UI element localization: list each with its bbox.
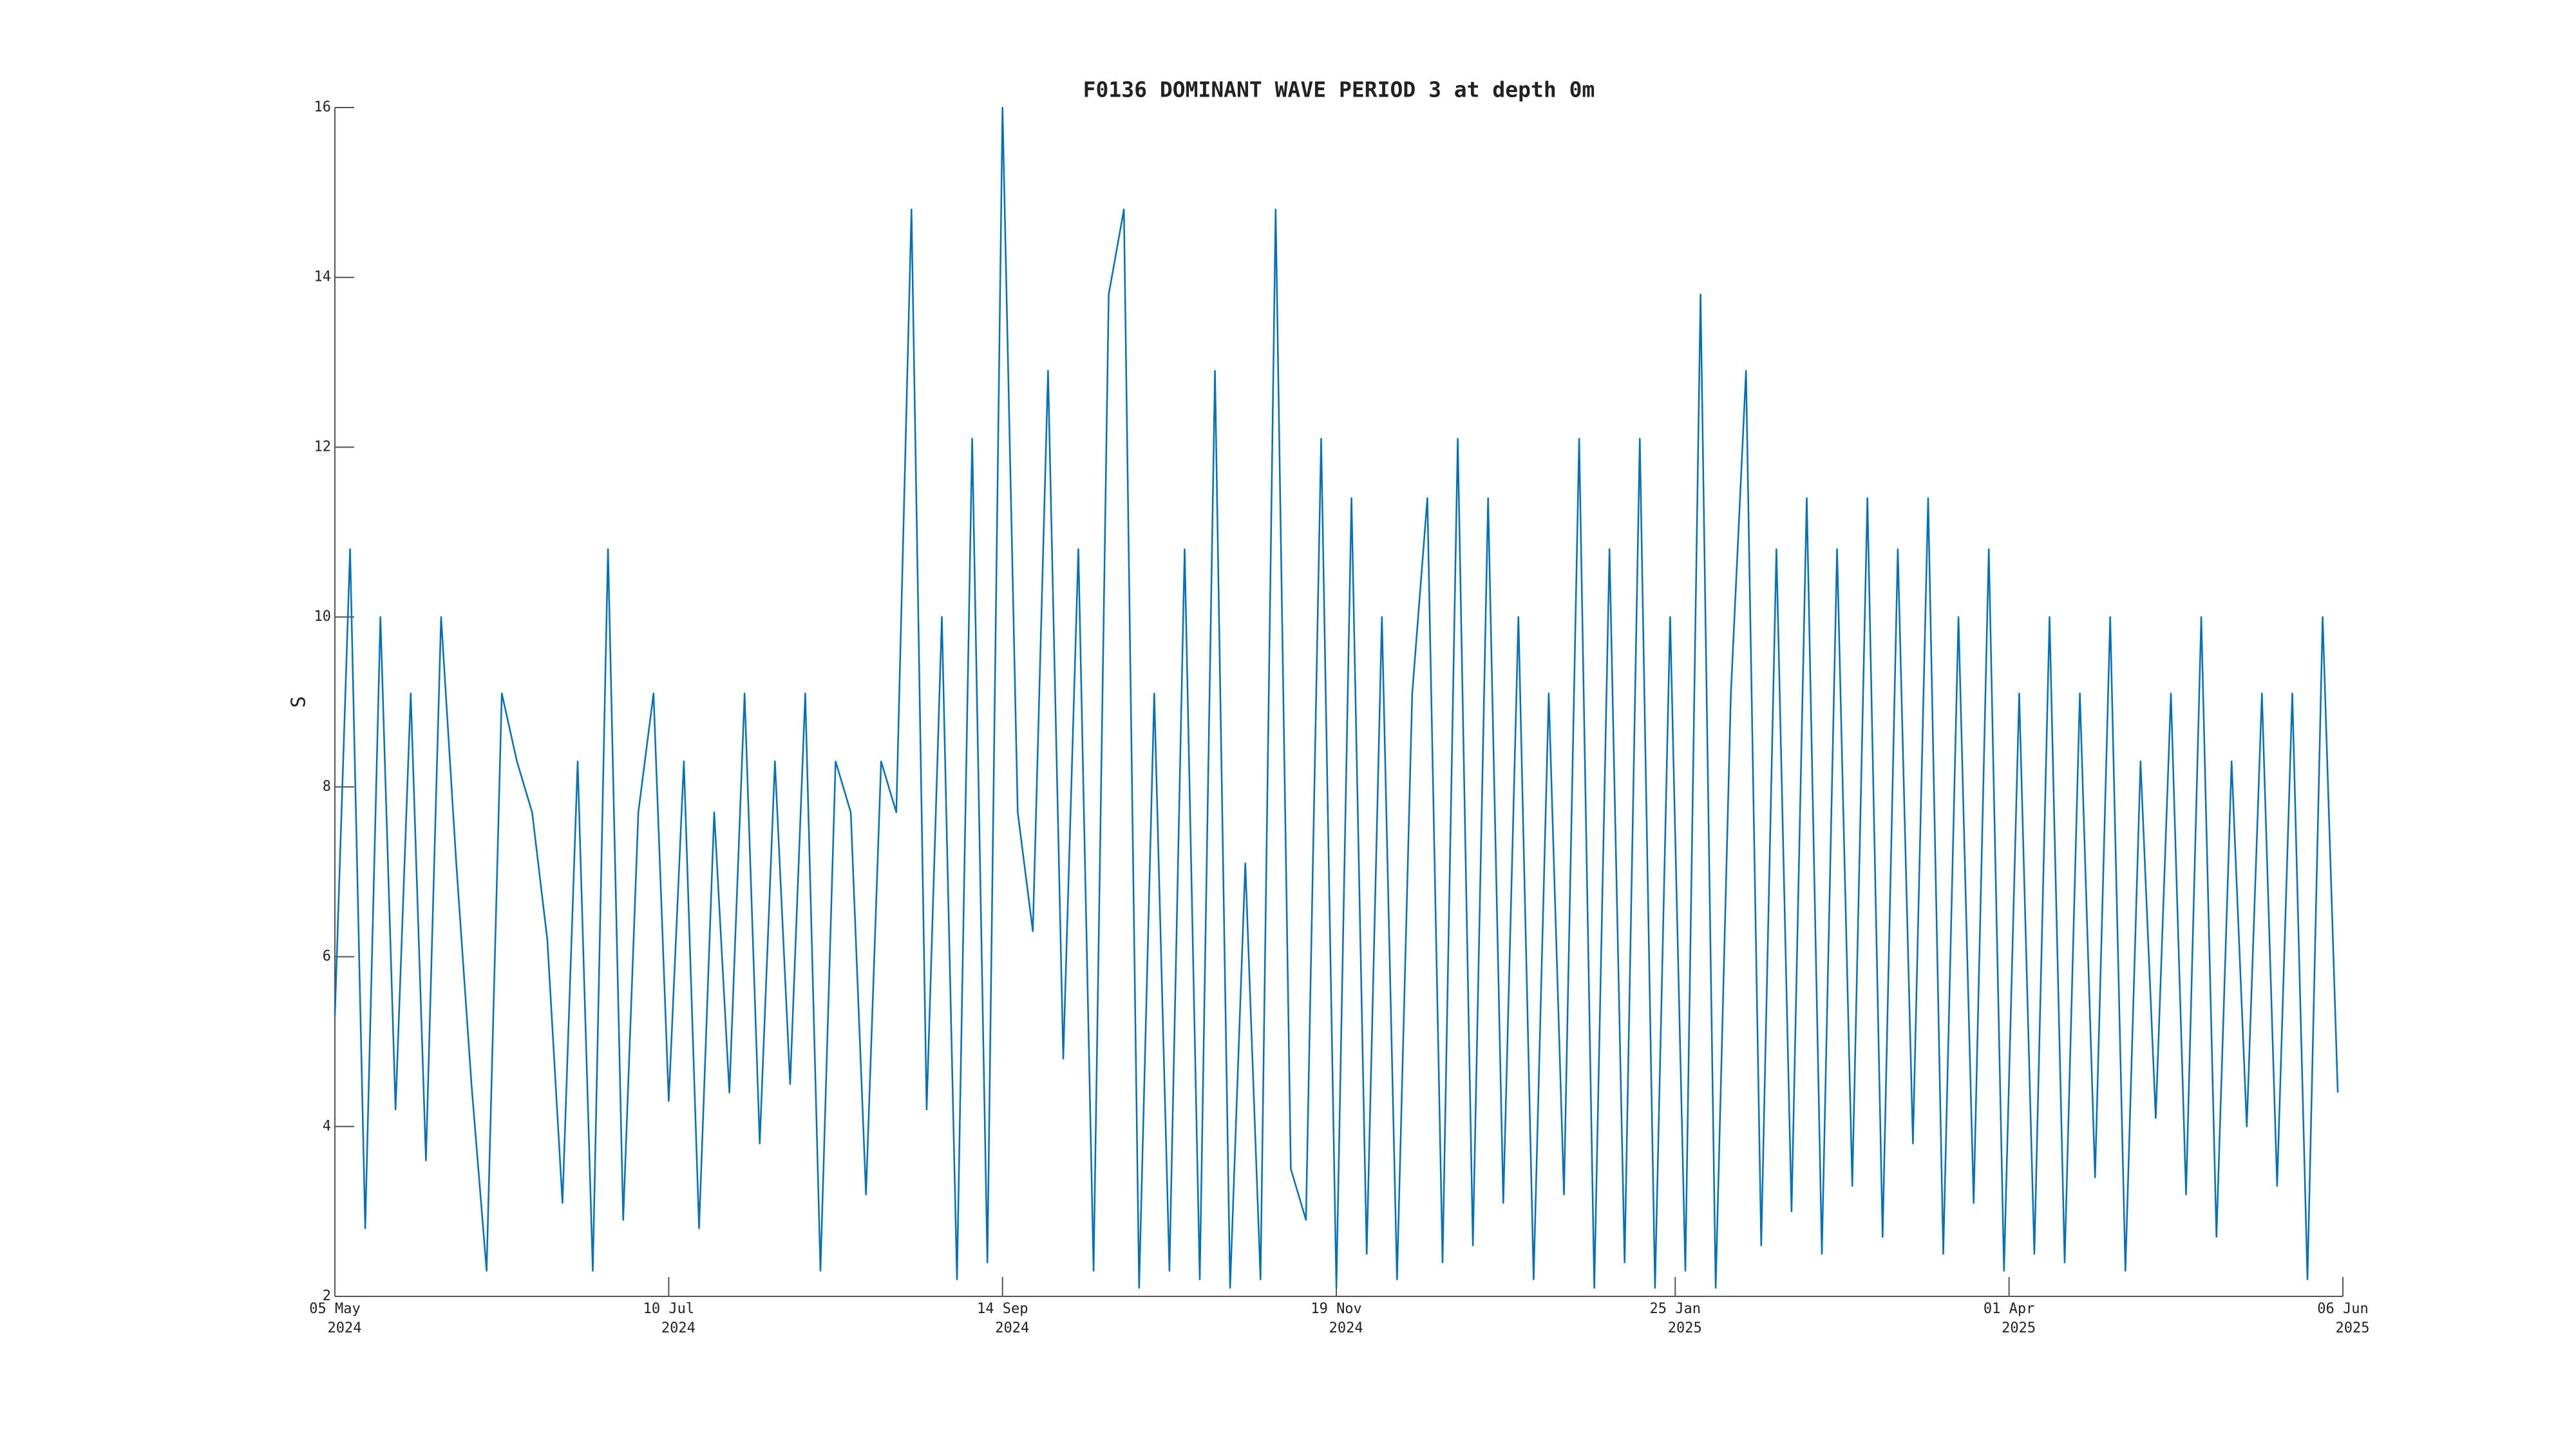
y-tick-label: 12: [314, 439, 332, 455]
x-tick-label: 01 Apr 2025: [1984, 1301, 2036, 1336]
data-line: [334, 106, 2339, 1289]
x-tick-label: 14 Sep 2024: [977, 1301, 1029, 1336]
y-tick-label: 6: [323, 949, 331, 965]
y-tick-label: 2: [323, 1288, 331, 1304]
chart-title: F0136 DOMINANT WAVE PERIOD 3 at depth 0m: [1083, 77, 1595, 102]
y-tick-label: 16: [314, 99, 332, 115]
x-tick-label: 19 Nov 2024: [1311, 1301, 1363, 1336]
x-tick-label: 05 May 2024: [309, 1301, 361, 1336]
y-tick-label: 14: [314, 269, 332, 285]
y-tick-label: 4: [323, 1118, 331, 1134]
y-axis-label: S: [288, 696, 310, 708]
x-tick-label: 25 Jan 2025: [1650, 1301, 1702, 1336]
y-tick-label: 8: [323, 779, 331, 795]
x-tick-label: 10 Jul 2024: [643, 1301, 696, 1336]
y-tick-label: 10: [314, 609, 332, 625]
x-tick-label: 06 Jun 2025: [2317, 1301, 2369, 1336]
